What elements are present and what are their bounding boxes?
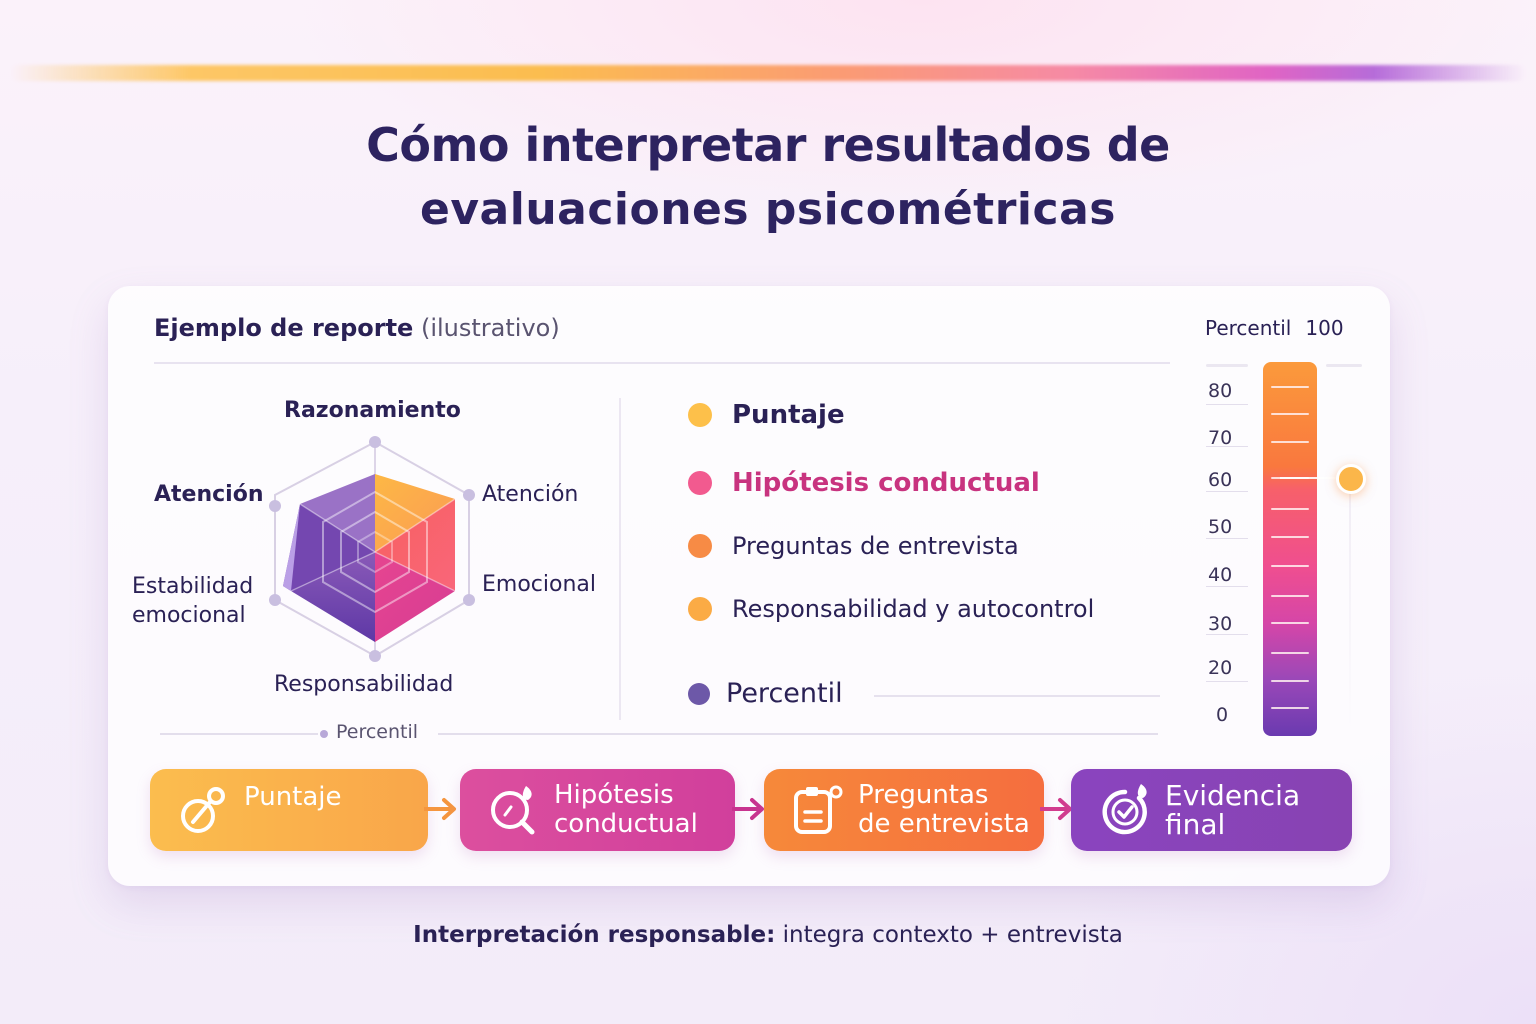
divider (1206, 538, 1248, 539)
card-title: Ejemplo de reporte (ilustrativo) (154, 314, 560, 342)
legend-label: Percentil (726, 678, 843, 709)
arrow-right-icon (732, 798, 764, 820)
percentile-gauge (1263, 362, 1317, 736)
legend-label: Preguntas de entrevista (732, 532, 1019, 560)
scale-tick-label: 30 (1208, 613, 1233, 635)
radar-chart (269, 436, 475, 662)
divider (874, 695, 1160, 697)
legend-dot-icon (688, 597, 712, 621)
radar-label-atencion-left: Atención (154, 482, 264, 507)
flow-step-label: Puntaje (244, 782, 342, 812)
scale-tick-label: 50 (1208, 516, 1233, 538)
scale-tick-label: 80 (1208, 380, 1233, 402)
radar-label-responsabilidad: Responsabilidad (274, 672, 454, 697)
scale-tick-label: 0 (1216, 704, 1229, 726)
divider (1206, 404, 1248, 405)
marker-guide (1349, 491, 1351, 731)
percentile-marker (1336, 464, 1366, 494)
magnifier-icon (491, 786, 535, 835)
legend-item-puntaje: Puntaje (688, 400, 845, 430)
legend-dot-icon (688, 471, 712, 495)
flow-step-label: Preguntas de entrevista (858, 780, 1030, 839)
divider (1206, 681, 1248, 682)
card-title-main: Ejemplo de reporte (154, 314, 414, 342)
page-subtitle: evaluaciones psicométricas (420, 184, 1116, 235)
legend-label: Puntaje (732, 400, 845, 430)
divider (1206, 446, 1248, 447)
legend-dot-icon (688, 534, 712, 558)
legend-dot-icon (688, 403, 712, 427)
arrow-right-icon (1040, 798, 1072, 820)
scale-tick-label: 40 (1208, 564, 1233, 586)
scale-max-label: 100 (1305, 316, 1344, 340)
legend-item-hipotesis: Hipótesis conductual (688, 468, 1040, 498)
radar-label-razonamiento: Razonamiento (284, 398, 461, 423)
divider (154, 362, 1170, 364)
flow-step-puntaje: Puntaje (150, 769, 428, 851)
axis-line (160, 733, 318, 735)
divider (1206, 364, 1248, 367)
radar-label-estabilidad: Estabilidad emocional (132, 574, 254, 628)
radar-label-atencion-right: Atención (482, 482, 579, 507)
legend-label: Hipótesis conductual (732, 468, 1040, 498)
legend-label: Responsabilidad y autocontrol (732, 595, 1095, 623)
report-card: Ejemplo de reporte (ilustrativo) (108, 286, 1390, 886)
legend-item-responsabilidad: Responsabilidad y autocontrol (688, 595, 1094, 623)
scale-tick-label: 70 (1208, 427, 1233, 449)
footer-bold: Interpretación responsable: (413, 922, 776, 948)
arrow-right-icon (424, 798, 456, 820)
target-icon (181, 787, 225, 833)
divider (1326, 364, 1362, 367)
radar-axis-title: Percentil (336, 721, 419, 743)
footer-text: integra contexto + entrevista (775, 922, 1123, 948)
divider (1206, 491, 1248, 492)
check-circle-icon (1102, 784, 1147, 835)
card-title-note: (ilustrativo) (420, 314, 560, 342)
clipboard-icon (794, 785, 843, 834)
legend-item-percentil: Percentil (688, 678, 843, 709)
radar-label-emocional: Emocional (482, 572, 596, 597)
axis-line (438, 733, 1158, 735)
divider (1206, 586, 1248, 587)
divider (1206, 634, 1248, 635)
gradient-accent-bar (10, 65, 1526, 81)
marker-connector (1280, 477, 1338, 479)
divider (619, 398, 621, 720)
legend-item-preguntas: Preguntas de entrevista (688, 532, 1019, 560)
legend-dot-icon (688, 682, 710, 705)
flow-step-preguntas: Preguntas de entrevista (764, 769, 1044, 851)
scale-tick-label: 60 (1208, 469, 1233, 491)
flow-step-label: Hipótesis conductual (554, 780, 698, 839)
page-title: Cómo interpretar resultados de (366, 118, 1170, 172)
scale-title: Percentil 100 (1205, 316, 1344, 340)
flow-step-hipotesis: Hipótesis conductual (460, 769, 735, 851)
flow-step-label: Evidencia final (1165, 779, 1301, 841)
scale-title-label: Percentil (1205, 316, 1292, 340)
flow-step-evidencia: Evidencia final (1071, 769, 1352, 851)
axis-dot (320, 730, 328, 738)
scale-tick-label: 20 (1208, 657, 1233, 679)
footer-note: Interpretación responsable: integra cont… (0, 922, 1536, 948)
